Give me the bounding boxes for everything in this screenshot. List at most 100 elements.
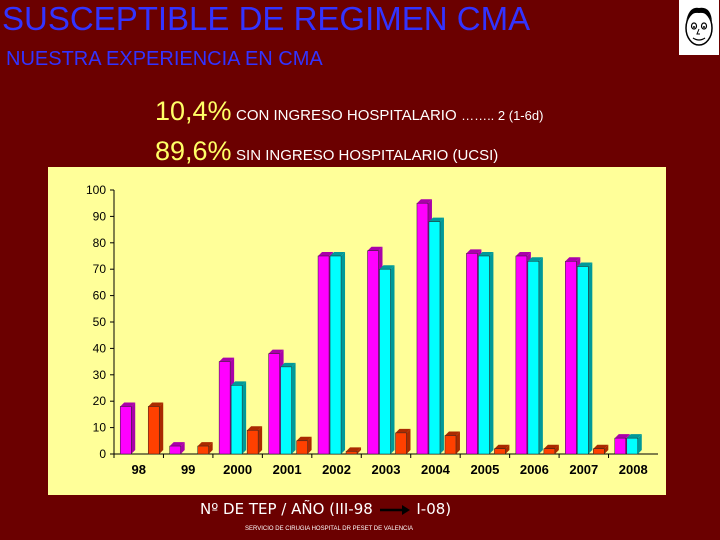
bar [296, 440, 308, 455]
bar-top [296, 436, 312, 441]
y-tick-label: 40 [93, 341, 107, 355]
bar [614, 437, 627, 455]
bar-side [455, 431, 460, 454]
bar-top [280, 362, 296, 367]
chart-footer-label: Nº DE TEP / AÑO (III-98 I-08) [200, 500, 451, 518]
bar [218, 361, 231, 455]
bar-side [637, 434, 642, 454]
bar [543, 448, 556, 455]
bar-top [515, 252, 531, 256]
bar-side [307, 436, 312, 454]
bar-side [258, 426, 263, 454]
bar-top [565, 257, 581, 262]
bar-side [208, 442, 213, 454]
bar-top [330, 252, 346, 256]
bar-side [390, 265, 395, 454]
x-tick-label: 2007 [569, 462, 598, 477]
bar [119, 406, 132, 455]
x-tick-label: 2006 [520, 462, 549, 477]
bar [169, 445, 181, 455]
bar-top [120, 402, 136, 407]
y-tick-label: 90 [93, 209, 107, 223]
bar [565, 261, 577, 455]
bar-top [416, 199, 432, 204]
bar [280, 366, 292, 455]
chart-area: 0 10 20 30 40 50 60 70 80 90 100 98 99 2000 2001 2002 20… [48, 167, 666, 495]
page-title: SUSCEPTIBLE DE REGIMEN CMA [2, 0, 531, 37]
y-tick-label: 30 [93, 368, 107, 382]
x-tick-label: 2008 [619, 462, 648, 477]
bar [147, 406, 160, 455]
bar-top [219, 357, 235, 362]
bar-side [180, 442, 185, 454]
y-tick-label: 100 [86, 183, 106, 197]
bar-side [357, 447, 362, 454]
bar-side [341, 252, 346, 454]
bar-top [318, 252, 334, 256]
bar-top [247, 426, 263, 431]
bar-side [588, 262, 593, 454]
bar-side [406, 428, 411, 454]
bar-side [242, 381, 247, 454]
bar [577, 266, 589, 455]
stat-without-admission: 89,6% SIN INGRESO HOSPITALARIO (UCSI) [155, 136, 498, 167]
bar-top [197, 442, 213, 447]
bar-side [159, 402, 164, 454]
bar-side [291, 362, 296, 454]
bar-top [466, 249, 482, 254]
stat-percent: 10,4% [155, 96, 232, 126]
bar [626, 437, 639, 455]
y-tick-label: 60 [93, 289, 107, 303]
bar-top [626, 434, 642, 439]
bar [515, 255, 528, 455]
stat-label: CON INGRESO HOSPITALARIO [236, 107, 457, 124]
bar [197, 445, 209, 455]
x-tick-label: 2003 [372, 462, 401, 477]
bar [593, 448, 605, 455]
footer-label-end: I-08) [416, 500, 452, 518]
page-subtitle: NUESTRA EXPERIENCIA EN CMA [6, 48, 323, 70]
bar-top [169, 442, 185, 447]
bar-side [604, 444, 609, 454]
bar-top [444, 431, 460, 436]
y-tick-label: 0 [99, 447, 106, 461]
bar [230, 385, 243, 455]
bar-top [543, 444, 559, 449]
x-tick-label: 2005 [470, 462, 499, 477]
bar-top [346, 447, 362, 452]
bar-side [538, 257, 543, 454]
bar [317, 255, 330, 455]
bar-side [489, 252, 494, 454]
cartoon-face-logo [679, 0, 719, 55]
footer-label-start: Nº DE TEP / AÑO (III-98 [200, 500, 373, 518]
bar-top [268, 349, 284, 354]
stat-label: SIN INGRESO HOSPITALARIO (UCSI) [236, 147, 499, 164]
bar [395, 432, 407, 455]
y-tick-label: 80 [93, 236, 107, 250]
bar [367, 250, 379, 455]
stat-with-admission: 10,4% CON INGRESO HOSPITALARIO …….. 2 (1… [155, 96, 543, 127]
y-tick-label: 70 [93, 262, 107, 276]
y-tick-label: 10 [93, 421, 107, 435]
y-tick-label: 50 [93, 315, 107, 329]
bar-side [439, 217, 444, 454]
bar [246, 429, 259, 455]
bar [444, 435, 457, 455]
bar-top [478, 252, 494, 256]
arrow-right-icon [379, 504, 410, 515]
bar-top [367, 246, 383, 251]
bar [329, 255, 342, 455]
x-tick-label: 2004 [421, 462, 451, 477]
bar [527, 261, 540, 455]
bar [478, 255, 490, 455]
credit-text: SERVICIO DE CIRUGIA HOSPITAL DR PESET DE… [245, 526, 414, 532]
bar-chart: 0 10 20 30 40 50 60 70 80 90 100 98 99 2000 2001 2002 20… [86, 183, 658, 477]
bar-top [577, 262, 593, 267]
bar-top [395, 428, 411, 433]
bar-top [428, 217, 444, 222]
y-tick-label: 20 [93, 394, 107, 408]
bar-side [505, 444, 510, 454]
bar-top [527, 257, 543, 262]
x-tick-label: 2000 [223, 462, 252, 477]
x-tick-label: 99 [181, 462, 195, 477]
